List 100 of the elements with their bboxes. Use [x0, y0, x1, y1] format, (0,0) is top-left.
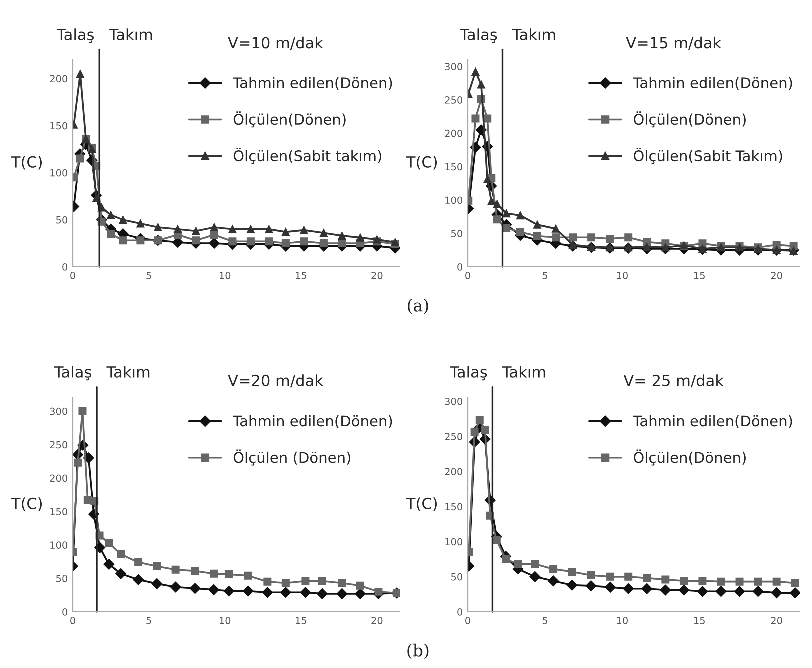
legend-label: Ölçülen (Dönen) — [234, 450, 350, 466]
point — [662, 576, 670, 584]
point — [642, 583, 653, 594]
text: (b) — [408, 644, 429, 660]
y-tick-label: 100 — [446, 538, 462, 546]
point — [338, 232, 346, 240]
point — [338, 579, 346, 588]
point — [586, 580, 597, 592]
point — [336, 588, 348, 600]
point — [320, 239, 328, 248]
y-tick-label: 250 — [50, 441, 68, 449]
point — [152, 578, 163, 590]
point — [136, 236, 145, 245]
point — [643, 242, 652, 251]
point — [119, 236, 128, 245]
x-tick-label: 10 — [617, 272, 628, 280]
point — [530, 571, 541, 582]
point — [104, 559, 115, 570]
point — [472, 68, 480, 76]
y-tick-label: 100 — [446, 196, 462, 204]
x-tick-label: 0 — [466, 617, 470, 624]
x-tick-label: 5 — [146, 272, 152, 280]
point — [136, 220, 145, 228]
point — [133, 574, 144, 586]
chart-title: V= 25 m/dak — [624, 374, 724, 388]
point — [502, 555, 510, 564]
text: Takım — [502, 366, 546, 378]
y-tick-label: 100 — [50, 169, 68, 177]
point — [153, 562, 162, 571]
point — [605, 582, 616, 593]
point — [552, 234, 560, 242]
chart-title: V=20 m/dak — [228, 374, 324, 388]
point — [791, 579, 800, 588]
point — [119, 216, 128, 224]
point — [262, 587, 274, 598]
point — [264, 578, 272, 586]
point — [477, 80, 486, 89]
point — [680, 577, 688, 586]
y-tick-label: 200 — [445, 130, 462, 138]
point — [107, 211, 116, 220]
point — [282, 579, 290, 588]
point — [172, 566, 180, 574]
y-axis-title: T(C) — [11, 156, 42, 170]
point — [472, 114, 480, 123]
y-axis-title: T(C) — [11, 498, 42, 512]
y-tick-label: 150 — [446, 503, 462, 511]
point — [736, 578, 744, 586]
y-tick-label: 250 — [445, 433, 462, 440]
chart-title: V=10 m/dak — [228, 36, 324, 50]
point — [470, 428, 479, 436]
point — [280, 587, 292, 598]
y-axis-title: T(C) — [406, 156, 438, 170]
y-tick-label: 150 — [446, 163, 462, 171]
point — [210, 223, 218, 232]
text: Talaş — [54, 366, 92, 381]
y-tick-label: 200 — [50, 474, 68, 482]
point — [624, 572, 633, 581]
point — [516, 212, 524, 220]
point — [754, 578, 762, 586]
x-tick-label: 20 — [372, 617, 383, 624]
point — [356, 234, 364, 242]
point — [566, 580, 578, 591]
point — [678, 584, 690, 596]
point — [548, 576, 559, 587]
point — [300, 238, 308, 246]
y-tick-label: 300 — [50, 408, 68, 416]
point — [224, 586, 235, 597]
legend-label: Ölçülen(Sabit Takım) — [634, 148, 782, 164]
x-tick-label: 20 — [771, 272, 782, 280]
point — [772, 578, 781, 586]
point — [209, 238, 220, 249]
y-tick-label: 150 — [50, 122, 68, 130]
x-tick-label: 5 — [542, 272, 548, 280]
point — [355, 588, 366, 600]
point — [550, 565, 558, 574]
point — [662, 244, 670, 252]
point — [192, 236, 200, 245]
point — [246, 225, 255, 234]
point — [300, 226, 308, 234]
point — [492, 536, 501, 544]
x-tick-label: 20 — [771, 617, 782, 624]
point — [569, 234, 577, 242]
point — [717, 578, 726, 586]
text: Takım — [109, 28, 152, 40]
x-tick-label: 5 — [146, 617, 152, 624]
point — [338, 239, 346, 248]
x-tick-label: 15 — [694, 272, 705, 280]
y-tick-label: 250 — [445, 96, 462, 104]
point — [481, 426, 490, 434]
point — [588, 242, 596, 251]
point — [587, 572, 596, 580]
y-tick-label: 200 — [50, 75, 68, 83]
point — [606, 572, 615, 581]
text: Takım — [106, 366, 150, 378]
point — [320, 229, 328, 238]
point — [771, 588, 782, 598]
y-tick-label: 100 — [50, 542, 68, 549]
x-tick-label: 10 — [220, 272, 231, 280]
point — [105, 539, 114, 548]
y-tick-label: 0 — [458, 608, 462, 616]
